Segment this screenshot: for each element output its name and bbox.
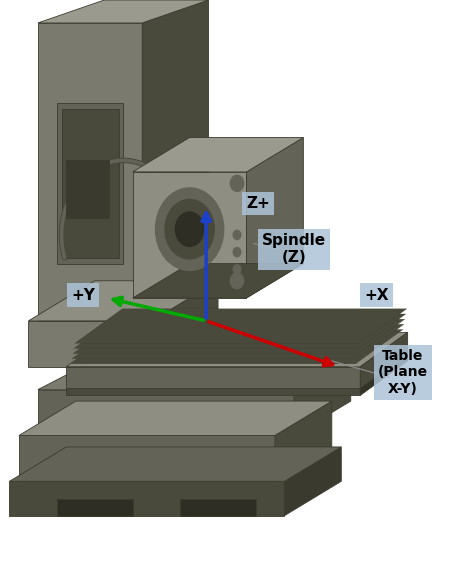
Polygon shape	[38, 390, 294, 435]
Circle shape	[233, 248, 241, 257]
Polygon shape	[38, 355, 351, 390]
Polygon shape	[57, 103, 123, 264]
Text: +X: +X	[365, 288, 389, 303]
Circle shape	[175, 212, 204, 246]
Polygon shape	[284, 447, 341, 516]
Polygon shape	[19, 435, 275, 481]
Circle shape	[233, 265, 241, 274]
Polygon shape	[66, 332, 408, 367]
Circle shape	[165, 199, 214, 259]
Polygon shape	[28, 281, 218, 321]
Text: Table
(Plane
X-Y): Table (Plane X-Y)	[378, 350, 428, 395]
Polygon shape	[246, 138, 303, 298]
Circle shape	[155, 188, 224, 270]
Polygon shape	[72, 324, 404, 359]
Polygon shape	[75, 309, 407, 343]
Polygon shape	[180, 499, 256, 516]
Polygon shape	[152, 281, 218, 367]
Polygon shape	[66, 388, 360, 395]
Circle shape	[233, 230, 241, 240]
Polygon shape	[275, 401, 332, 481]
Polygon shape	[133, 138, 303, 172]
Polygon shape	[73, 319, 405, 354]
Polygon shape	[133, 172, 246, 298]
Text: Spindle
(Z): Spindle (Z)	[262, 233, 326, 265]
Polygon shape	[62, 109, 118, 258]
Text: +Y: +Y	[71, 288, 95, 303]
Polygon shape	[19, 401, 332, 435]
Polygon shape	[360, 354, 408, 395]
Polygon shape	[66, 367, 360, 390]
Polygon shape	[133, 264, 303, 298]
Polygon shape	[38, 23, 142, 332]
Polygon shape	[294, 355, 351, 435]
Polygon shape	[66, 160, 109, 218]
Polygon shape	[57, 499, 133, 516]
Polygon shape	[71, 329, 403, 364]
Polygon shape	[28, 321, 152, 367]
Circle shape	[230, 175, 244, 191]
Text: Z+: Z+	[246, 196, 270, 211]
Polygon shape	[360, 332, 408, 390]
Polygon shape	[9, 447, 341, 481]
Polygon shape	[38, 0, 209, 23]
Polygon shape	[74, 314, 406, 348]
Circle shape	[230, 273, 244, 289]
Polygon shape	[9, 481, 284, 516]
Polygon shape	[142, 0, 209, 332]
